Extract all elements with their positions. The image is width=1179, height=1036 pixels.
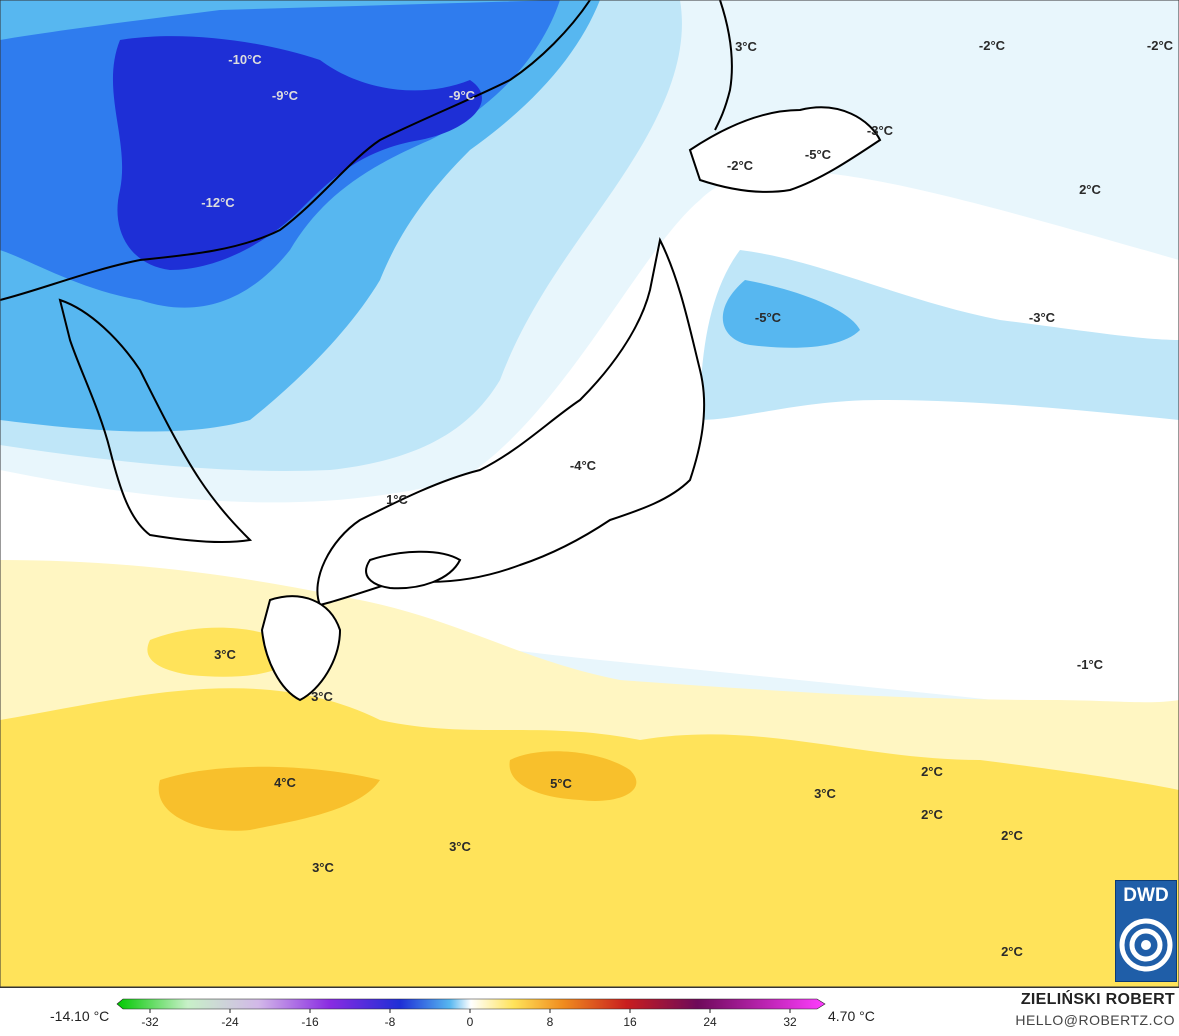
cold-zone-east [722, 280, 860, 348]
temperature-label: 2°C [1001, 944, 1023, 959]
legend-tick-label: 16 [623, 1015, 637, 1029]
japan-hokkaido [688, 106, 882, 193]
sakhalin [714, 0, 733, 131]
warm-pocket-2 [158, 766, 380, 831]
temperature-label: -1°C [1077, 657, 1104, 672]
dwd-swirl-icon [1119, 918, 1173, 972]
temperature-label: -10°C [228, 52, 262, 67]
temperature-label: -4°C [570, 458, 597, 473]
temperature-label: -9°C [449, 88, 476, 103]
temperature-label: -5°C [805, 147, 832, 162]
temperature-map: -10°C -9°C -9°C -12°C 3°C -2°C -2°C -3°C -5°C -2°… [0, 0, 1179, 987]
temperature-label: 5°C [550, 776, 572, 791]
extreme-cold-zone [112, 36, 482, 270]
legend-tick-label: 24 [703, 1015, 717, 1029]
temperature-label: 3°C [814, 786, 836, 801]
temperature-label: 4°C [274, 775, 296, 790]
temperature-label: 3°C [214, 647, 236, 662]
temperature-label: -2°C [727, 158, 754, 173]
dwd-logo-text: DWD [1123, 885, 1169, 906]
footer: -14.10 °C -32 -24 -16 -8 0 8 16 24 32 4.70 °C ZI… [0, 987, 1179, 1036]
warm-pocket-1 [509, 751, 637, 801]
temperature-labels: -10°C -9°C -9°C -12°C 3°C -2°C -2°C -3°C -5°C -2°… [201, 38, 1173, 959]
warm-pocket-3 [147, 627, 300, 677]
mainland-coast [0, 0, 591, 301]
temperature-label: 3°C [735, 39, 757, 54]
dwd-logo: DWD [1115, 880, 1177, 982]
temperature-label: 2°C [921, 764, 943, 779]
temperature-label: -9°C [272, 88, 299, 103]
legend-tick-label: 8 [547, 1015, 554, 1029]
korea-peninsula [58, 298, 253, 544]
temperature-label: 2°C [1079, 182, 1101, 197]
legend-tick-label: -16 [301, 1015, 319, 1029]
temperature-label: 3°C [449, 839, 471, 854]
legend-tick-label: 32 [783, 1015, 797, 1029]
author-email: HELLO@ROBERTZ.CO [1015, 1012, 1175, 1028]
japan-kyushu [260, 595, 342, 702]
temperature-label: -12°C [201, 195, 235, 210]
temperature-label: -2°C [1147, 38, 1174, 53]
temperature-label: -3°C [1029, 310, 1056, 325]
japan-shikoku [365, 550, 462, 590]
temperature-label: 2°C [1001, 828, 1023, 843]
legend-max-label: 4.70 °C [828, 1008, 875, 1024]
cool-zone-east [700, 250, 1179, 420]
author-name: ZIELIŃSKI ROBERT [1020, 991, 1175, 1008]
temperature-label: -2°C [979, 38, 1006, 53]
temperature-label: 2°C [921, 807, 943, 822]
legend-min-label: -14.10 °C [50, 1008, 110, 1024]
temperature-label: -5°C [755, 310, 782, 325]
credit: ZIELIŃSKI ROBERT HELLO@ROBERTZ.CO [1015, 990, 1175, 1030]
color-scale-bar: -32 -24 -16 -8 0 8 16 24 32 [116, 998, 826, 1029]
warm-zone-core [0, 688, 1179, 987]
legend-tick-label: 0 [467, 1015, 474, 1029]
temperature-label: 3°C [311, 689, 333, 704]
legend-tick-label: -8 [385, 1015, 396, 1029]
legend-tick-label: -24 [221, 1015, 239, 1029]
legend-tick-label: -32 [141, 1015, 159, 1029]
temperature-label: 3°C [312, 860, 334, 875]
temperature-label: 1°C [386, 492, 408, 507]
temperature-label: -3°C [867, 123, 894, 138]
